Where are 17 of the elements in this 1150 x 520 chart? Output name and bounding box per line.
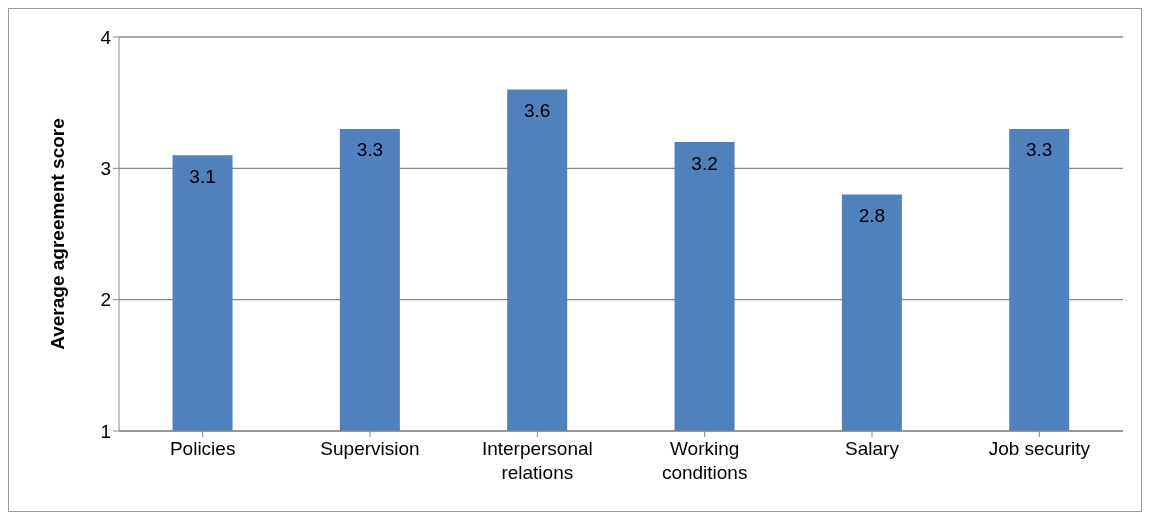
y-axis-title: Average agreement score (46, 118, 68, 350)
x-tick-label: Policies (169, 438, 236, 459)
data-label: 3.6 (524, 100, 551, 122)
y-tick-label: 1 (100, 420, 111, 442)
data-label: 3.3 (1026, 139, 1053, 161)
data-label: 3.1 (189, 165, 216, 187)
y-tick-label: 3 (100, 158, 111, 180)
x-tick-label: Job security (988, 438, 1091, 459)
y-tick-label: 2 (100, 289, 111, 311)
data-label: 2.8 (858, 205, 886, 227)
x-tick-label: Working conditions (661, 438, 748, 483)
x-tick-label: Salary (845, 438, 900, 459)
data-label: 3.2 (691, 152, 718, 174)
x-tick-label: Supervision (320, 438, 420, 459)
data-label: 3.3 (356, 139, 384, 161)
y-tick-label: 4 (100, 26, 112, 48)
x-tick-label: Interpersonal relations (481, 438, 593, 483)
